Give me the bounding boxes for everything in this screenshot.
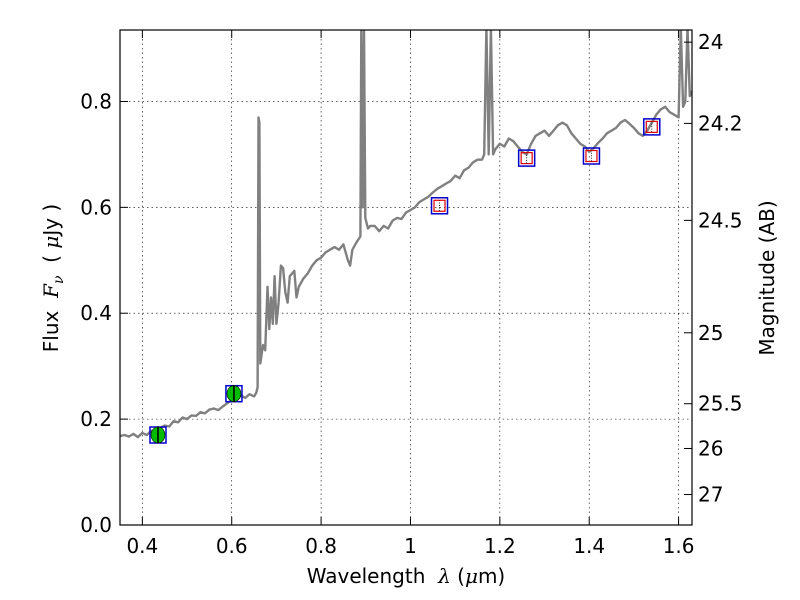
x-tick-label: 0.8 — [305, 534, 337, 558]
observed-flux-point — [433, 199, 446, 212]
observed-flux-point — [585, 149, 598, 163]
model-flux-box — [582, 147, 601, 165]
mag-tick-label: 24.5 — [698, 208, 743, 232]
mag-tick-label: 24.2 — [698, 111, 743, 135]
model-flux-box — [430, 197, 449, 215]
y-tick-label: 0.2 — [80, 407, 112, 431]
observed-flux-point — [645, 120, 658, 133]
mag-tick-label: 24 — [698, 30, 723, 54]
y-tick-label: 0.6 — [80, 195, 112, 219]
spectrum-layer — [120, 30, 692, 439]
x-tick-label: 1.4 — [573, 534, 605, 558]
y-axis-label: Flux Fν ( μJy ) — [39, 204, 67, 352]
x-tick-label: 1.6 — [663, 534, 695, 558]
axis-ticks: 0.4 0.6 0.8 1 1.2 1.4 1.6 0.0 0.2 0.4 0.6 0.8 24 24.2… — [80, 30, 743, 558]
plot-frame — [119, 29, 693, 526]
x-tick-label: 0.4 — [126, 534, 158, 558]
y-axis-right-label: Magnitude (AB) — [755, 200, 779, 355]
photometry-layer — [149, 118, 661, 444]
y-tick-label: 0.8 — [80, 89, 112, 113]
mag-tick-label: 27 — [698, 483, 723, 507]
x-tick-label: 0.6 — [216, 534, 248, 558]
y-tick-label: 0.0 — [80, 513, 112, 537]
x-axis-label: Wavelength λ (μm) — [307, 564, 506, 588]
spectrum-line — [120, 30, 692, 439]
grid-lines — [120, 30, 692, 526]
x-tick-label: 1 — [404, 534, 417, 558]
observed-flux-point — [520, 152, 533, 165]
x-tick-label: 1.2 — [484, 534, 516, 558]
mag-tick-label: 25 — [698, 321, 723, 345]
mag-tick-label: 26 — [698, 436, 723, 460]
y-tick-label: 0.4 — [80, 301, 112, 325]
mag-tick-label: 25.5 — [698, 392, 743, 416]
model-flux-box — [517, 149, 536, 167]
model-flux-box — [643, 118, 661, 136]
